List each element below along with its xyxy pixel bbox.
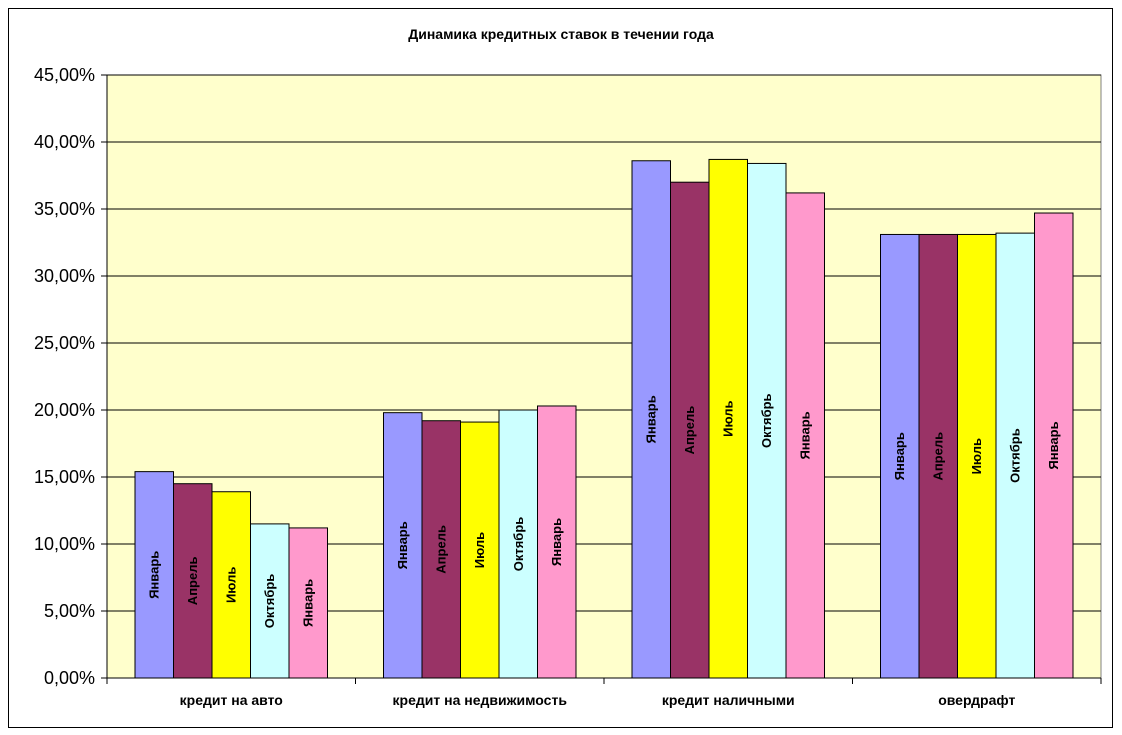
bar-label: Январь [644,395,659,443]
bar-label: Апрель [931,432,946,481]
bar [498,409,538,679]
bar-label: Июль [472,532,487,568]
y-tick-label: 0,00% [44,668,95,688]
bar [785,192,825,679]
x-category-label: кредит на недвижимость [393,692,568,708]
y-tick-label: 5,00% [44,601,95,621]
bar [747,162,787,679]
bar-label: Октябрь [1008,428,1023,483]
bar-label: Январь [301,579,316,627]
bar [631,160,671,679]
bar-label: Январь [1046,421,1061,469]
bars [134,158,1074,679]
bar-label: Апрель [185,557,200,606]
y-tick-label: 10,00% [34,534,95,554]
bar-labels: Январь Апрель Июль Октябрь Январь Январь Апрел… [147,393,1062,628]
bar-label: Апрель [434,525,449,574]
y-tick-label: 40,00% [34,132,95,152]
bar [1034,212,1074,679]
x-category-label: кредит на авто [180,692,283,708]
bar [288,527,328,679]
bar [670,181,710,679]
bar-label: Июль [224,567,239,603]
chart-title: Динамика кредитных ставок в течении года [408,26,714,42]
bar [421,420,461,679]
bar-label: Январь [395,521,410,569]
y-axis: 0,00% 5,00% 10,00% 15,00% 20,00% 25,00% 30,00%… [34,65,108,688]
bar-label: Апрель [682,406,697,455]
y-tick-label: 25,00% [34,333,95,353]
bar [880,233,920,679]
y-tick-label: 30,00% [34,266,95,286]
bar-label: Октябрь [759,393,774,448]
bar-label: Октябрь [511,517,526,572]
bar-label: Июль [721,401,736,437]
bar-label: Январь [892,432,907,480]
x-axis: кредит на авто кредит на недвижимость кред… [106,677,1102,708]
y-tick-label: 35,00% [34,199,95,219]
bar [957,233,997,679]
bar-label: Январь [798,411,813,459]
y-tick-label: 45,00% [34,65,95,85]
bar [537,405,577,679]
bar [211,491,251,679]
bar-label: Июль [969,438,984,474]
bar [134,471,174,679]
y-tick-label: 15,00% [34,467,95,487]
bar-label: Январь [549,518,564,566]
bar [708,158,748,679]
bar-label: Октябрь [262,574,277,629]
x-category-label: овердрафт [938,692,1015,708]
x-category-label: кредит наличными [662,692,795,708]
bar-label: Январь [147,551,162,599]
y-tick-label: 20,00% [34,400,95,420]
